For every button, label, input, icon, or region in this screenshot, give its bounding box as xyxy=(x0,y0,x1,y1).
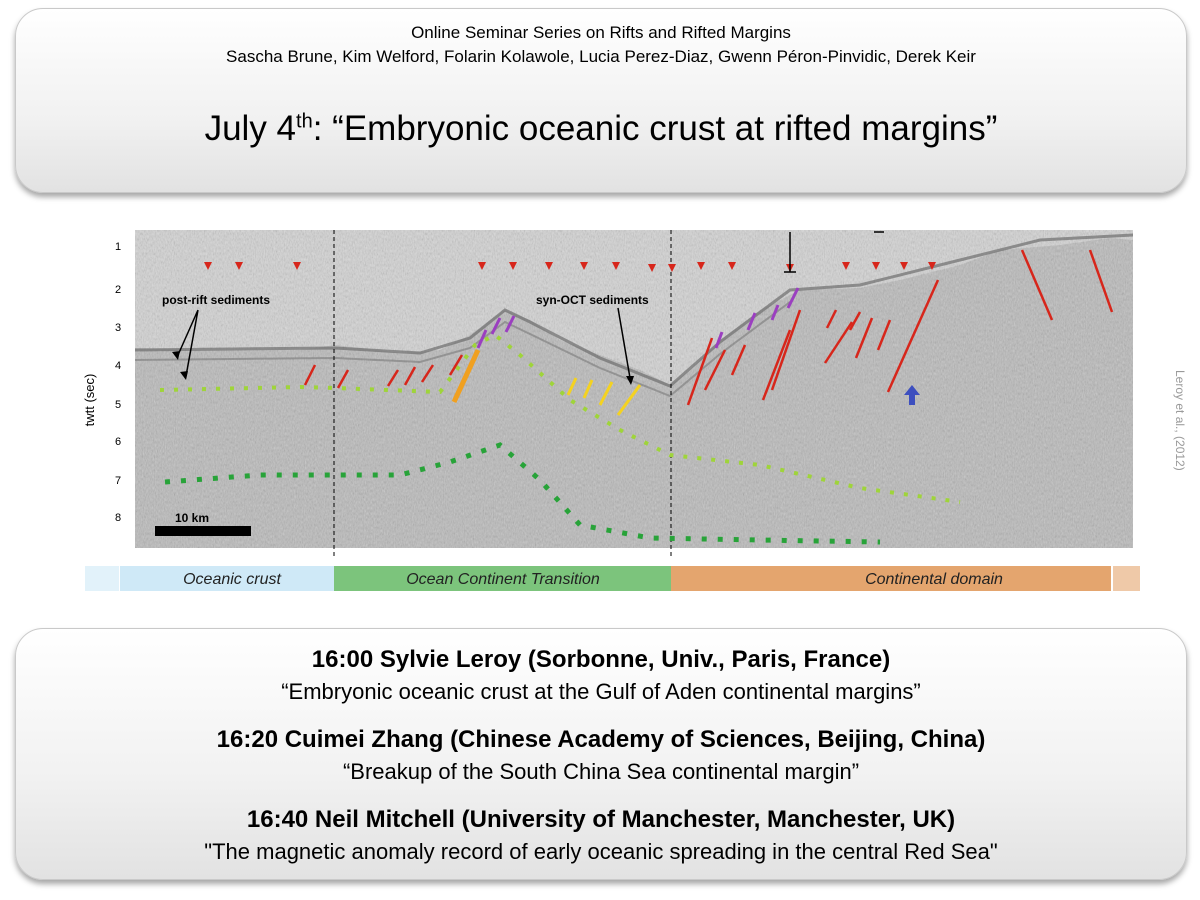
seismic-image xyxy=(135,230,1133,548)
moho-dotted-line xyxy=(164,442,881,545)
post-rift-arrows xyxy=(177,309,199,377)
y-tick: 8 xyxy=(115,512,121,524)
domain-label-oct: Ocean Continent Transition xyxy=(406,571,600,588)
session-topic: : “Embryonic oceanic crust at rifted mar… xyxy=(312,109,998,148)
label-syn-oct-sediments: syn-OCT sediments xyxy=(536,293,649,307)
red-faults xyxy=(303,249,1114,406)
y-tick: 3 xyxy=(115,322,121,334)
talk-1-speaker: 16:00 Sylvie Leroy (Sorbonne, Univ., Par… xyxy=(311,646,891,673)
scale-bar-label: 10 km xyxy=(175,511,209,525)
yellow-faults xyxy=(566,377,642,416)
domain-band: Oceanic crust Ocean Continent Transition… xyxy=(85,566,1140,591)
talk-2-speaker: 16:20 Cuimei Zhang (Chinese Academy of S… xyxy=(216,726,986,753)
y-tick: 7 xyxy=(115,475,121,487)
domain-oceanic-crust xyxy=(120,566,334,591)
y-tick: 6 xyxy=(115,436,121,448)
session-date: July 4 xyxy=(204,109,297,148)
domain-continental xyxy=(671,566,1111,591)
label-post-rift-sediments: post-rift sediments xyxy=(162,293,270,307)
top-basement-dotted-line xyxy=(159,332,961,504)
header-box: Online Seminar Series on Rifts and Rifte… xyxy=(15,8,1187,193)
talks-box: 16:00 Sylvie Leroy (Sorbonne, Univ., Par… xyxy=(15,628,1187,880)
series-title: Online Seminar Series on Rifts and Rifte… xyxy=(411,23,791,42)
up-arrow-icon xyxy=(904,385,920,405)
scale-bar xyxy=(155,526,251,536)
post-rift-arrowheads xyxy=(172,351,188,380)
y-tick: 2 xyxy=(115,284,121,296)
figure-credit: Leroy et al., (2012) xyxy=(1173,370,1187,471)
organizers: Sascha Brune, Kim Welford, Folarin Kolaw… xyxy=(226,47,976,66)
y-axis-label: twtt (sec) xyxy=(82,374,97,427)
talk-3-speaker: 16:40 Neil Mitchell (University of Manch… xyxy=(246,806,956,833)
orange-fault xyxy=(451,348,481,404)
seismic-profile-figure: 1 2 3 4 5 6 7 8 twtt (sec) xyxy=(82,230,1187,591)
talk-1-title: “Embryonic oceanic crust at the Gulf of … xyxy=(281,679,921,704)
syn-oct-arrow xyxy=(617,307,631,379)
purple-faults xyxy=(476,287,800,349)
y-axis: 1 2 3 4 5 6 7 8 twtt (sec) xyxy=(82,241,121,524)
talk-3-title: "The magnetic anomaly record of early oc… xyxy=(204,839,998,864)
domain-label-oceanic: Oceanic crust xyxy=(183,571,281,588)
y-tick: 1 xyxy=(115,241,121,253)
y-tick: 4 xyxy=(115,360,121,372)
talk-2-title: “Breakup of the South China Sea continen… xyxy=(342,759,860,784)
domain-label-continental: Continental domain xyxy=(865,571,1003,588)
y-tick: 5 xyxy=(115,399,121,411)
domain-oct xyxy=(334,566,671,591)
session-title: July 4th: “Embryonic oceanic crust at ri… xyxy=(16,109,1186,149)
syn-oct-arrowhead xyxy=(626,376,634,385)
session-date-suffix: th xyxy=(296,110,313,133)
